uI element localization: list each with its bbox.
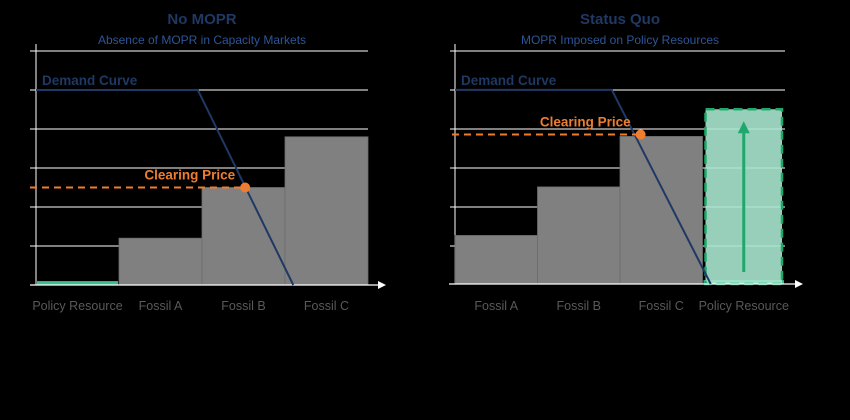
clearing-price-point	[635, 129, 646, 140]
clearing-price-label: Clearing Price	[144, 168, 235, 183]
clearing-price-label: Clearing Price	[540, 114, 631, 129]
demand-curve	[36, 89, 295, 286]
bar-fossil-c	[284, 136, 369, 286]
panel-no-mopr: No MOPR Absence of MOPR in Capacity Mark…	[30, 11, 386, 313]
chart-subtitle: Absence of MOPR in Capacity Markets	[98, 33, 306, 47]
chart-title: No MOPR	[167, 11, 236, 28]
x-axis-arrow	[795, 280, 803, 288]
demand-curve-label: Demand Curve	[42, 73, 138, 88]
x-axis-arrow	[378, 281, 386, 289]
clearing-price-point	[240, 182, 251, 193]
demand-curve-label: Demand Curve	[461, 73, 557, 88]
mopr-arrow-head	[737, 121, 750, 134]
bar-fossil-b	[201, 187, 286, 286]
x-tick-label: Fossil A	[139, 299, 183, 313]
x-tick-label: Policy Resource	[699, 299, 789, 313]
chart-title: Status Quo	[580, 11, 660, 28]
bar-policy-resource	[37, 281, 118, 285]
x-tick-label: Fossil C	[639, 299, 684, 313]
x-tick-label: Fossil C	[304, 299, 349, 313]
demand-curve	[455, 88, 712, 285]
bar-fossil-c	[619, 136, 703, 285]
panel-status-quo: Status Quo MOPR Imposed on Policy Resour…	[449, 11, 803, 313]
bar-fossil-b	[537, 186, 621, 285]
x-tick-label: Policy Resource	[32, 299, 122, 313]
bar-fossil-a	[454, 235, 538, 285]
x-tick-label: Fossil B	[221, 299, 265, 313]
bar-fossil-a	[118, 237, 203, 286]
x-tick-label: Fossil A	[474, 299, 518, 313]
chart-subtitle: MOPR Imposed on Policy Resources	[521, 33, 719, 47]
x-tick-label: Fossil B	[557, 299, 601, 313]
